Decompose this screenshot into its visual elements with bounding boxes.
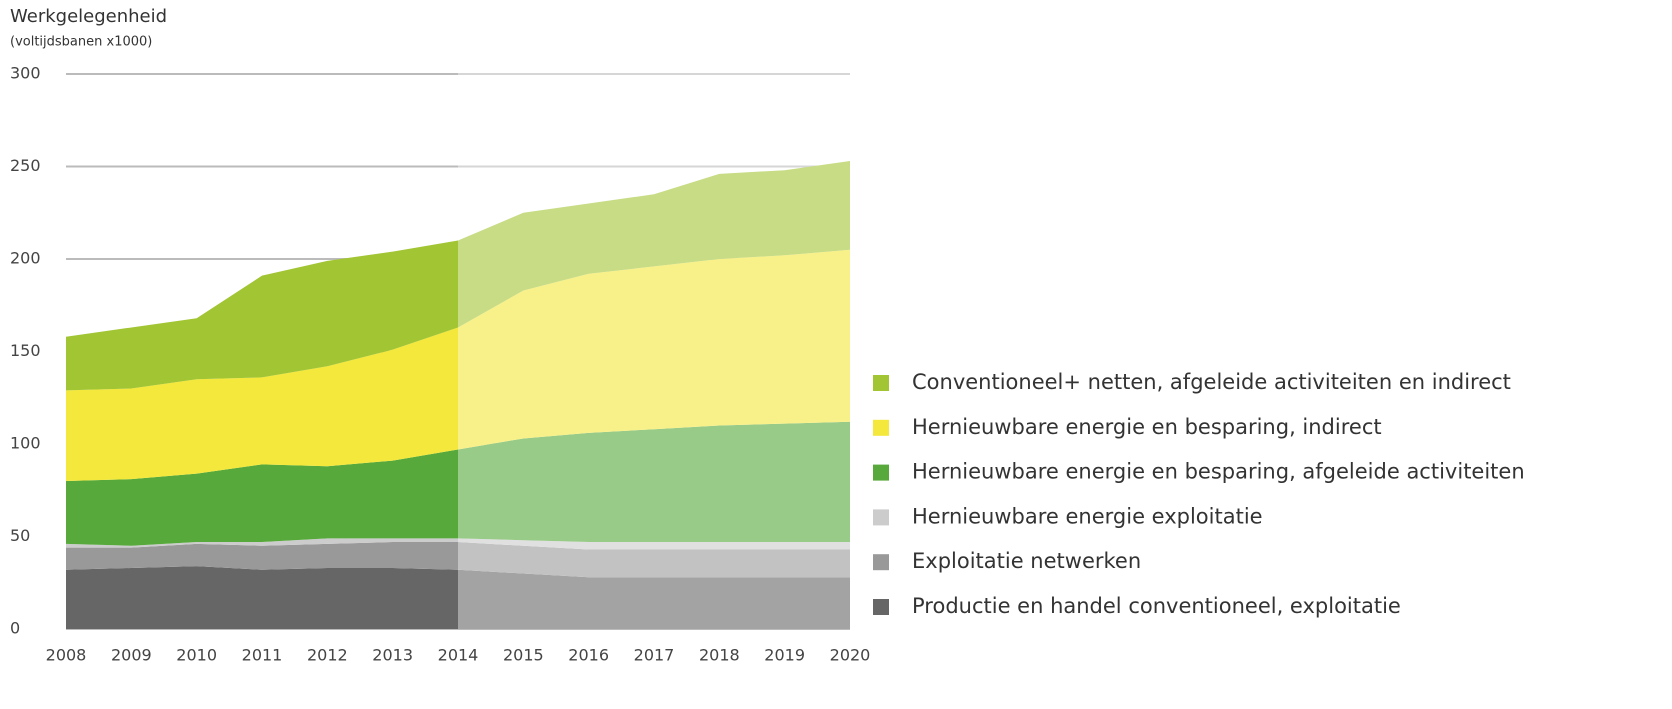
x-tick-label: 2018: [699, 646, 740, 665]
legend-swatch: [873, 464, 889, 481]
y-tick-label: 0: [10, 619, 20, 638]
x-tick-label: 2015: [503, 646, 544, 665]
y-tick-label: 50: [10, 526, 30, 545]
legend-label: Hernieuwbare energie en besparing, afgel…: [912, 460, 1525, 484]
legend-swatch: [873, 509, 889, 526]
x-tick-label: 2008: [46, 646, 87, 665]
legend-swatch: [873, 419, 889, 436]
x-tick-label: 2014: [438, 646, 479, 665]
area: [66, 538, 850, 550]
legend-label: Hernieuwbare energie exploitatie: [912, 504, 1263, 528]
area: [66, 542, 850, 578]
x-tick-label: 2019: [764, 646, 805, 665]
legend-label: Hernieuwbare energie en besparing, indir…: [912, 415, 1382, 439]
x-tick-label: 2012: [307, 646, 348, 665]
projection-fade: [458, 70, 852, 629]
legend-swatch: [873, 375, 889, 391]
x-tick-label: 2016: [568, 646, 609, 665]
x-tick-label: 2011: [242, 646, 283, 665]
area: [66, 249, 850, 481]
chart-subtitle: (voltijdsbanen x1000): [10, 35, 152, 50]
legend-label: Exploitatie netwerken: [912, 549, 1141, 573]
y-tick-label: 100: [10, 434, 41, 453]
x-tick-label: 2017: [634, 646, 675, 665]
x-tick-label: 2013: [372, 646, 413, 665]
area: [66, 421, 850, 546]
y-tick-label: 300: [10, 64, 41, 83]
y-tick-label: 200: [10, 249, 41, 268]
area: [66, 566, 850, 629]
area: [66, 160, 850, 391]
x-tick-label: 2009: [111, 646, 152, 665]
legend-swatch: [873, 554, 889, 571]
legend-label: Productie en handel conventioneel, explo…: [912, 594, 1401, 618]
y-tick-label: 150: [10, 341, 41, 360]
chart-title: Werkgelegenheid: [10, 6, 167, 27]
y-tick-label: 250: [10, 156, 41, 175]
legend-label: Conventioneel+ netten, afgeleide activit…: [912, 370, 1511, 394]
x-tick-label: 2020: [830, 646, 871, 665]
x-tick-label: 2010: [176, 646, 217, 665]
legend-swatch: [873, 599, 889, 615]
